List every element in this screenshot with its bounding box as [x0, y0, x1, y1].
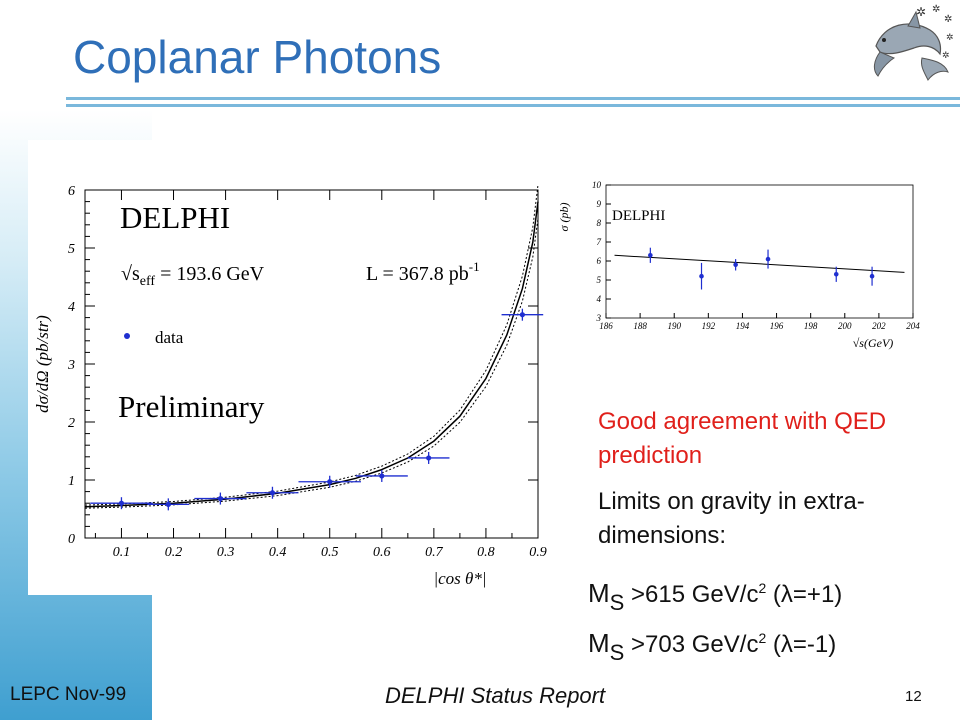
x-tick-label: 0.4: [269, 545, 287, 560]
qed-prediction-curve: [84, 201, 539, 508]
data-point: [327, 479, 333, 485]
inset-y-tick-label: 6: [597, 256, 602, 266]
svg-text:✲: ✲: [944, 14, 952, 25]
y-tick-label: 0: [68, 532, 75, 547]
svg-text:✲: ✲: [916, 5, 926, 19]
limit-lambda-plus: MS >615 GeV/c2 (λ=+1): [588, 578, 843, 615]
y-tick-label: 2: [68, 416, 75, 431]
title-rule-top: [66, 97, 960, 100]
y-tick-label: 6: [68, 184, 75, 199]
x-tick-label: 0.6: [373, 545, 391, 560]
inset-y-axis-label: σ (pb): [557, 203, 571, 232]
inset-y-tick-label: 3: [596, 313, 602, 323]
legend-label: data: [155, 328, 184, 347]
svg-text:✲: ✲: [946, 32, 954, 42]
bullet-agreement: Good agreement with QED prediction: [598, 408, 887, 469]
x-tick-label: 0.7: [425, 545, 444, 560]
inset-data-point: [699, 273, 704, 279]
qed-prediction-curve: [84, 184, 539, 506]
footer-report-title: DELPHI Status Report: [385, 683, 606, 708]
x-tick-label: 0.8: [477, 545, 495, 560]
svg-text:✲: ✲: [932, 4, 940, 15]
data-point: [519, 312, 525, 318]
title-rule-bottom: [66, 104, 960, 107]
x-tick-label: 0.5: [321, 545, 339, 560]
legend-marker: [124, 333, 130, 339]
cross-section-chart: 3 4 5 6 7 8 9 10 186 188 190 192 194 196 198 200 202 204 √…: [557, 180, 920, 350]
inset-y-tick-label: 7: [597, 237, 602, 247]
x-tick-label: 0.2: [165, 545, 183, 560]
main-chart-panel: [28, 140, 548, 595]
y-tick-label: 4: [68, 300, 75, 315]
inset-y-tick-label: 4: [597, 294, 602, 304]
inset-x-axis-label: √s(GeV): [853, 336, 894, 350]
dolphin-logo: ✲ ✲ ✲ ✲ ✲: [860, 2, 958, 94]
bullet-limits: Limits on gravity in extra-dimensions:: [598, 488, 865, 549]
y-tick-label: 1: [68, 474, 75, 489]
x-tick-label: 0.1: [113, 545, 131, 560]
inset-x-tick-label: 198: [804, 321, 818, 331]
luminosity-annotation: L = 367.8 pb-1: [366, 259, 480, 285]
inset-data-point: [648, 253, 653, 258]
plot-frame: [84, 189, 539, 539]
inset-x-tick-label: 186: [599, 321, 613, 331]
inset-fit-line: [614, 254, 905, 273]
slide-title: Coplanar Photons: [73, 31, 442, 83]
bullet-list: Good agreement with QED prediction Limit…: [598, 405, 938, 565]
inset-x-tick-label: 190: [667, 321, 681, 331]
angular-distribution-chart: 0 1 2 3 4 5 6 0.1 0.2 0.3 0.4 0.5 0.6 0.7 0.8 0.9 |cos θ…: [33, 184, 547, 588]
x-tick-label: 0.9: [529, 545, 547, 560]
inset-x-tick-label: 188: [633, 321, 647, 331]
x-tick-label: 0.3: [217, 545, 235, 560]
inset-chart-title: DELPHI: [612, 208, 665, 224]
inset-y-tick-label: 10: [592, 180, 602, 190]
page-number: 12: [905, 688, 922, 705]
inset-y-tick-label: 8: [597, 218, 602, 228]
x-axis-label: |cos θ*|: [433, 569, 486, 588]
inset-y-tick-label: 5: [597, 275, 602, 285]
inset-data-point: [765, 256, 771, 262]
inset-data-point: [733, 262, 738, 268]
data-point: [379, 473, 385, 479]
inset-x-tick-label: 200: [838, 321, 852, 331]
inset-x-tick-label: 202: [872, 321, 886, 331]
data-point: [165, 501, 171, 507]
inset-y-tick-label: 9: [597, 199, 602, 209]
chart-title: DELPHI: [120, 200, 230, 235]
footer-meeting: LEPC Nov-99: [10, 684, 127, 705]
y-tick-label: 5: [68, 242, 75, 257]
y-axis-label: dσ/dΩ (pb/str): [33, 315, 52, 413]
svg-text:✲: ✲: [942, 50, 950, 60]
energy-annotation: √seff = 193.6 GeV: [121, 263, 265, 289]
inset-data-point: [869, 273, 875, 279]
inset-x-tick-label: 196: [770, 321, 784, 331]
inset-x-tick-label: 204: [906, 321, 920, 331]
data-point: [118, 500, 125, 506]
data-point: [217, 495, 223, 502]
data-point: [426, 455, 432, 461]
preliminary-label: Preliminary: [118, 389, 265, 424]
inset-plot-frame: [605, 184, 914, 319]
inset-data-point: [833, 272, 839, 277]
data-point: [269, 490, 276, 496]
inset-x-tick-label: 194: [736, 321, 750, 331]
inset-x-tick-label: 192: [702, 321, 716, 331]
y-tick-label: 3: [67, 358, 75, 373]
limit-lambda-minus: MS >703 GeV/c2 (λ=-1): [588, 628, 837, 665]
